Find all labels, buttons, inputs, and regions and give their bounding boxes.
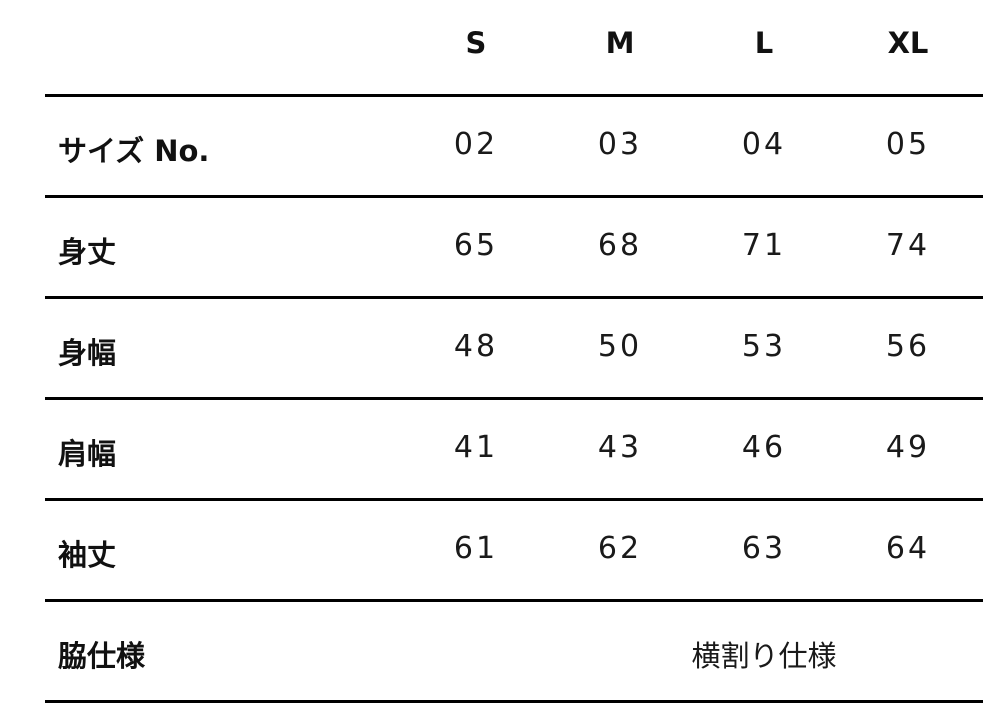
row-divider: [45, 397, 983, 400]
row-divider: [45, 94, 983, 97]
row-label: 肩幅: [58, 437, 117, 471]
row-divider: [45, 195, 983, 198]
table-cell: 04: [741, 127, 787, 162]
row-divider: [45, 700, 983, 703]
table-cell: 74: [885, 228, 931, 263]
table-cell: 05: [885, 127, 931, 162]
table-cell: 50: [597, 329, 643, 364]
column-header-xl: XL: [887, 26, 929, 60]
column-header-m: M: [605, 26, 635, 60]
table-cell: 43: [597, 430, 643, 465]
table-cell: 03: [597, 127, 643, 162]
table-cell: 61: [453, 531, 499, 566]
row-label: 脇仕様: [58, 639, 146, 673]
column-header-l: L: [754, 26, 774, 60]
table-cell: 02: [453, 127, 499, 162]
table-cell: 62: [597, 531, 643, 566]
row-divider: [45, 296, 983, 299]
table-cell: 64: [885, 531, 931, 566]
row-label: 身丈: [58, 235, 117, 269]
table-cell: 65: [453, 228, 499, 263]
column-header-s: S: [465, 26, 487, 60]
row-divider: [45, 498, 983, 501]
table-cell: 41: [453, 430, 499, 465]
table-cell: 56: [885, 329, 931, 364]
table-cell: 63: [741, 531, 787, 566]
table-cell: 68: [597, 228, 643, 263]
table-cell: 49: [885, 430, 931, 465]
row-label: サイズ No.: [58, 134, 210, 168]
table-cell: 46: [741, 430, 787, 465]
row-label: 袖丈: [58, 538, 117, 572]
row-label: 身幅: [58, 336, 117, 370]
row-divider: [45, 599, 983, 602]
table-cell: 横割り仕様: [691, 639, 837, 673]
table-cell: 48: [453, 329, 499, 364]
table-cell: 53: [741, 329, 787, 364]
table-cell: 71: [741, 228, 787, 263]
